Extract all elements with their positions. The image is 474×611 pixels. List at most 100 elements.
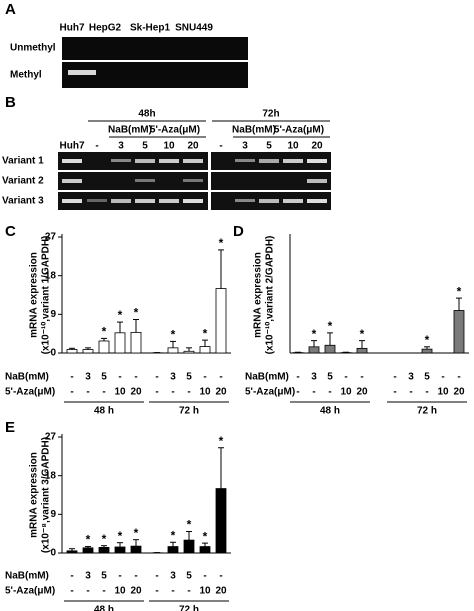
cell: - (219, 372, 222, 383)
cell: - (134, 571, 137, 582)
bar (183, 350, 195, 354)
panel-label: D (233, 223, 244, 240)
bar (167, 546, 179, 554)
y-tick-label: 0 (50, 348, 56, 359)
bar (82, 349, 94, 354)
cell: - (441, 372, 444, 383)
cell: 3 (170, 571, 176, 582)
y-axis-label: mRNA expression (29, 452, 40, 538)
cell: - (296, 387, 299, 398)
group-label: 48 h (320, 406, 340, 417)
cell: 10 (437, 387, 449, 398)
y-axis-label: (x10⁻¹⁰,variant 1/GAPDH) (41, 236, 52, 355)
y-tick-label: 18 (45, 470, 57, 481)
cell: 10 (114, 586, 126, 597)
lane-label: 5 (266, 141, 272, 152)
panel-label: C (5, 223, 16, 240)
cell: - (102, 387, 105, 398)
bar (98, 340, 110, 354)
significance: * (118, 529, 123, 543)
row-label: Variant 2 (2, 176, 44, 187)
cell: - (155, 586, 158, 597)
cell: - (344, 372, 347, 383)
cell: - (219, 571, 222, 582)
cell: - (360, 372, 363, 383)
cell: 20 (130, 387, 142, 398)
cell: 20 (215, 586, 227, 597)
cell: - (187, 586, 190, 597)
lane-label: HepG2 (89, 23, 122, 34)
significance: * (171, 528, 176, 542)
cell: 3 (85, 571, 91, 582)
cell: - (134, 372, 137, 383)
bar (114, 332, 126, 354)
group-label: 72 h (417, 406, 437, 417)
treatment-label: 5'-Aza(μM) (274, 125, 324, 136)
lane-label: - (95, 141, 98, 152)
row-label: Variant 3 (2, 196, 44, 207)
cell: - (296, 372, 299, 383)
y-tick-label: 18 (45, 270, 57, 281)
cell: - (70, 571, 73, 582)
cell: - (155, 571, 158, 582)
cell: 5 (101, 571, 107, 582)
row-label: 5'-Aza(μM) (5, 387, 55, 398)
y-tick-label: 9 (50, 509, 56, 520)
row-label: Methyl (10, 70, 42, 81)
significance: * (219, 236, 224, 250)
bar (356, 347, 368, 354)
cell: 20 (130, 586, 142, 597)
cell: 5 (327, 372, 333, 383)
lane-label: 3 (118, 141, 124, 152)
significance: * (118, 308, 123, 322)
significance: * (187, 518, 192, 532)
y-tick-label: 27 (45, 232, 57, 243)
row-label: 5'-Aza(μM) (5, 586, 55, 597)
lane-label: Sk-Hep1 (130, 23, 170, 34)
bar (82, 547, 94, 554)
bar (215, 288, 227, 354)
y-tick-label: 27 (45, 432, 57, 443)
group-label: 72h (262, 109, 279, 120)
significance: * (171, 328, 176, 342)
y-tick-label: 9 (50, 309, 56, 320)
significance: * (457, 284, 462, 298)
cell: - (118, 571, 121, 582)
cell: 10 (199, 586, 211, 597)
y-axis-label: (x10⁻¹⁰,variant 2/GAPDH) (265, 236, 276, 355)
y-axis-label: mRNA expression (253, 252, 264, 338)
cell: - (312, 387, 315, 398)
cell: 10 (199, 387, 211, 398)
lane-label: 10 (163, 141, 175, 152)
group-label: 48 h (94, 406, 114, 417)
cell: - (70, 586, 73, 597)
cell: - (393, 372, 396, 383)
bar (114, 546, 126, 554)
lane-label: SNU449 (175, 23, 213, 34)
cell: - (409, 387, 412, 398)
cell: - (118, 372, 121, 383)
cell: - (425, 387, 428, 398)
significance: * (312, 327, 317, 341)
y-tick-label: 0 (50, 548, 56, 559)
significance: * (425, 333, 430, 347)
cell: 10 (340, 387, 352, 398)
treatment-label: 5'-Aza(μM) (150, 125, 200, 136)
panel-label: E (5, 419, 15, 436)
panel-label: A (5, 1, 16, 18)
row-label: NaB(mM) (245, 372, 289, 383)
panel-label: B (5, 94, 16, 111)
cell: 3 (311, 372, 317, 383)
bar (215, 488, 227, 554)
group-label: 48h (138, 109, 155, 120)
significance: * (203, 529, 208, 543)
cell: 3 (408, 372, 414, 383)
bar (308, 346, 320, 354)
bar (453, 310, 465, 354)
cell: - (328, 387, 331, 398)
cell: 5 (101, 372, 107, 383)
bar (66, 349, 78, 354)
row-label: NaB(mM) (5, 571, 49, 582)
bar (421, 348, 433, 354)
